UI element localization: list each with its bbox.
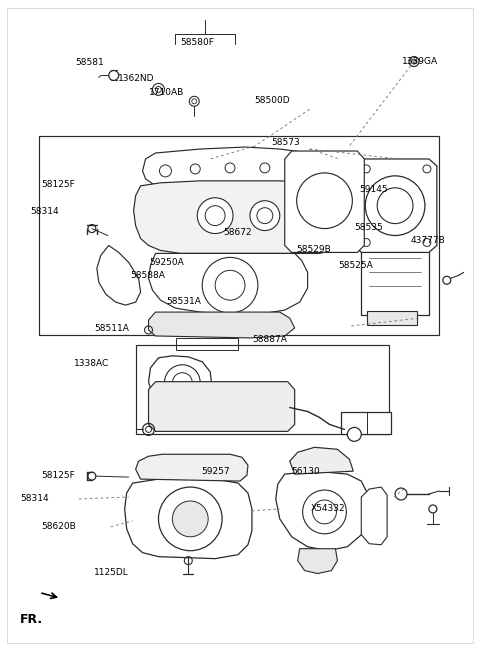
Circle shape	[158, 487, 222, 551]
Text: 56130: 56130	[291, 467, 320, 477]
Polygon shape	[148, 253, 308, 314]
Polygon shape	[361, 487, 387, 545]
Text: 58672: 58672	[223, 228, 252, 237]
Text: 58529B: 58529B	[296, 245, 331, 255]
Polygon shape	[148, 356, 212, 409]
Text: 59145: 59145	[360, 185, 388, 194]
Polygon shape	[143, 147, 339, 189]
Circle shape	[197, 198, 233, 234]
Circle shape	[250, 201, 280, 230]
Text: 58588A: 58588A	[130, 271, 165, 280]
Bar	[136, 345, 389, 434]
Polygon shape	[351, 193, 431, 230]
Text: 58531A: 58531A	[166, 297, 201, 306]
Text: 58125F: 58125F	[41, 471, 75, 480]
Text: 58500D: 58500D	[254, 96, 290, 105]
Circle shape	[202, 257, 258, 313]
Polygon shape	[148, 312, 295, 338]
Text: 58511A: 58511A	[95, 324, 129, 333]
Circle shape	[348, 428, 361, 441]
Circle shape	[165, 365, 200, 400]
Polygon shape	[298, 549, 337, 574]
Bar	[341, 413, 391, 434]
Text: 58535: 58535	[355, 223, 384, 232]
Text: 1125DL: 1125DL	[95, 568, 129, 577]
Polygon shape	[285, 151, 364, 253]
Text: 1710AB: 1710AB	[149, 88, 185, 97]
Text: 58573: 58573	[271, 139, 300, 148]
Text: 1362ND: 1362ND	[118, 74, 155, 83]
Text: 58887A: 58887A	[252, 335, 287, 344]
Circle shape	[365, 176, 425, 236]
Text: 58620B: 58620B	[41, 521, 76, 531]
Text: X54332: X54332	[311, 503, 345, 512]
Polygon shape	[276, 471, 369, 551]
Text: 58581: 58581	[75, 58, 104, 67]
Text: 59257: 59257	[201, 467, 229, 477]
Text: 1338AC: 1338AC	[74, 359, 109, 368]
Bar	[176, 338, 238, 350]
Circle shape	[411, 59, 417, 64]
Text: 58580F: 58580F	[180, 38, 214, 46]
Polygon shape	[136, 454, 248, 481]
Bar	[367, 311, 417, 325]
Polygon shape	[97, 245, 141, 305]
Bar	[39, 136, 439, 335]
Polygon shape	[148, 381, 295, 432]
Text: 1339GA: 1339GA	[402, 57, 438, 66]
Text: 59250A: 59250A	[149, 258, 184, 267]
Polygon shape	[354, 159, 437, 253]
Text: 58525A: 58525A	[338, 262, 372, 270]
Circle shape	[292, 200, 318, 226]
Circle shape	[395, 488, 407, 500]
Text: FR.: FR.	[20, 613, 43, 626]
Text: 58314: 58314	[30, 207, 59, 216]
Text: 43777B: 43777B	[411, 236, 445, 245]
Polygon shape	[133, 181, 357, 253]
Circle shape	[302, 490, 347, 534]
Polygon shape	[125, 479, 252, 559]
Text: 58125F: 58125F	[41, 180, 75, 189]
Text: 58314: 58314	[21, 495, 49, 503]
Polygon shape	[290, 447, 353, 474]
Bar	[361, 249, 429, 315]
Circle shape	[172, 501, 208, 537]
